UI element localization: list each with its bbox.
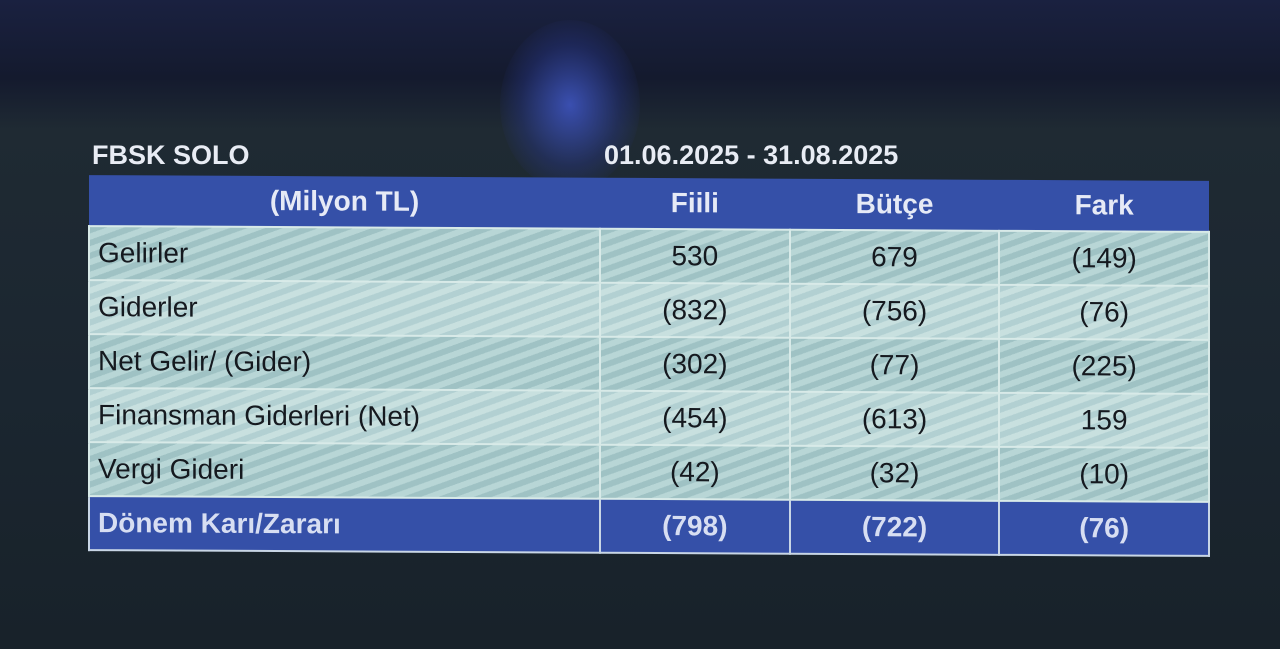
cell-fiili: (42): [600, 444, 790, 500]
total-butce: (722): [789, 499, 1000, 555]
header-unit: (Milyon TL): [89, 175, 600, 229]
cell-fiili: (302): [600, 336, 790, 392]
row-label: Net Gelir/ (Gider): [89, 334, 600, 391]
table-row: Gelirler 530 679 (149): [89, 226, 1209, 286]
total-row: Dönem Karı/Zararı (798) (722) (76): [89, 496, 1209, 556]
cell-butce: (613): [789, 391, 1000, 447]
table-row: Net Gelir/ (Gider) (302) (77) (225): [89, 334, 1209, 394]
period-title: 01.06.2025 - 31.08.2025: [604, 140, 899, 170]
cell-fark: (149): [999, 230, 1209, 286]
cell-fiili: (832): [600, 282, 790, 338]
cell-butce: (756): [789, 283, 1000, 339]
header-row: (Milyon TL) Fiili Bütçe Fark: [89, 175, 1209, 232]
cell-fiili: 530: [600, 228, 790, 284]
cell-butce: 679: [789, 229, 1000, 285]
cell-fiili: (454): [600, 390, 790, 446]
row-label: Vergi Gideri: [89, 442, 600, 499]
cell-fark: (225): [999, 338, 1209, 394]
cell-butce: (77): [789, 337, 1000, 393]
cell-fark: 159: [999, 392, 1209, 448]
header-fark: Fark: [999, 179, 1209, 232]
row-label: Giderler: [89, 280, 600, 337]
total-fiili: (798): [600, 498, 790, 554]
background-glow: [500, 20, 640, 190]
cell-butce: (32): [789, 445, 1000, 501]
table-row: Giderler (832) (756) (76): [89, 280, 1209, 340]
total-label: Dönem Karı/Zararı: [89, 496, 600, 553]
table-row: Finansman Giderleri (Net) (454) (613) 15…: [89, 388, 1209, 448]
row-label: Finansman Giderleri (Net): [89, 388, 600, 445]
cell-fark: (10): [999, 446, 1209, 502]
header-fiili: Fiili: [600, 177, 790, 230]
financial-table: (Milyon TL) Fiili Bütçe Fark Gelirler 53…: [88, 175, 1210, 557]
header-butce: Bütçe: [789, 178, 1000, 231]
entity-title: FBSK SOLO: [92, 140, 250, 170]
row-label: Gelirler: [89, 226, 600, 283]
total-fark: (76): [999, 500, 1209, 556]
cell-fark: (76): [999, 284, 1209, 340]
table-row: Vergi Gideri (42) (32) (10): [89, 442, 1209, 502]
